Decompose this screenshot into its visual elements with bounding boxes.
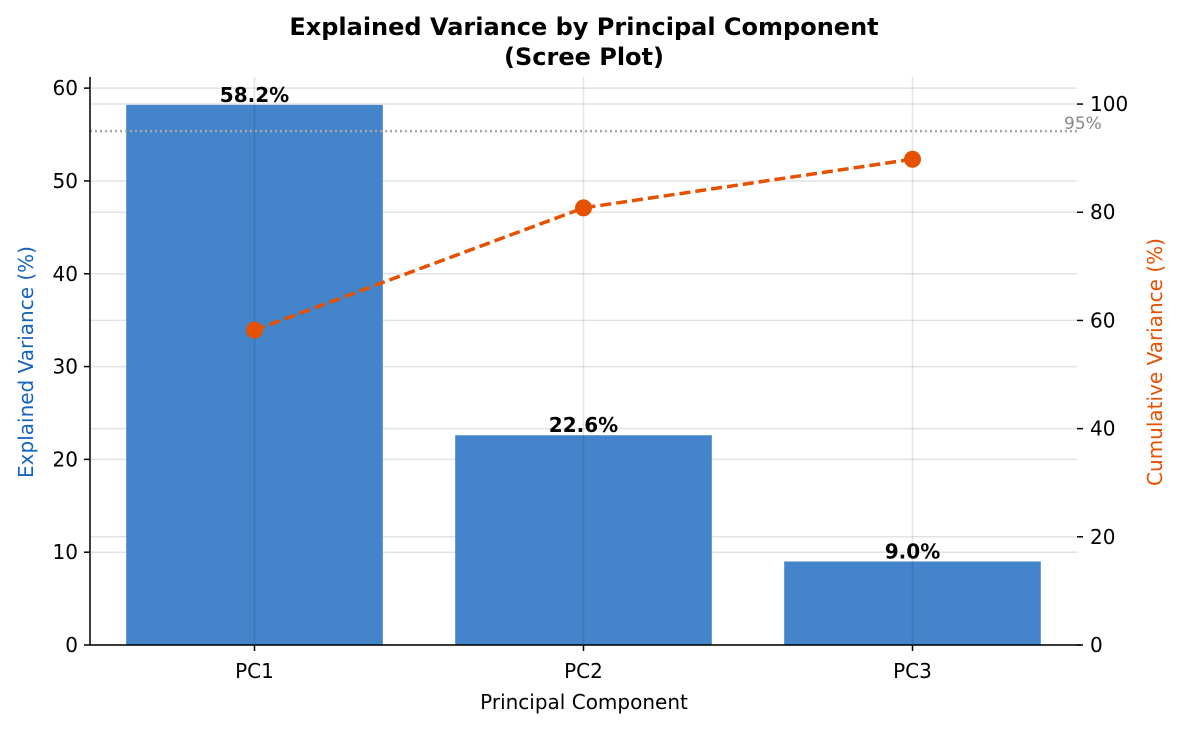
y2-tick-label: 40 xyxy=(1090,417,1115,441)
x-tick-label: PC3 xyxy=(893,659,932,683)
y2-tick-label: 60 xyxy=(1090,308,1115,332)
y-tick-label: 40 xyxy=(53,262,78,286)
y-tick-label: 50 xyxy=(53,169,78,193)
y-tick-label: 20 xyxy=(53,447,78,471)
data-label: 58.2% xyxy=(220,83,289,107)
y-tick-label: 60 xyxy=(53,76,78,100)
cumulative-point xyxy=(575,199,592,217)
y2-tick-label: 20 xyxy=(1090,525,1115,549)
y-tick-label: 30 xyxy=(53,355,78,379)
cumulative-point xyxy=(246,321,263,339)
data-label: 9.0% xyxy=(885,539,940,563)
cumulative-line xyxy=(253,157,913,332)
y2-axis-label: Cumulative Variance (%) xyxy=(1143,238,1167,486)
cumulative-point xyxy=(904,150,921,168)
chart-title: Explained Variance by Principal Componen… xyxy=(289,13,878,41)
bar-pc2 xyxy=(455,435,712,645)
y-tick-label: 0 xyxy=(65,633,78,657)
bar-pc1 xyxy=(126,104,383,645)
data-label: 22.6% xyxy=(549,413,618,437)
y-axis-label: Explained Variance (%) xyxy=(14,246,38,478)
y2-tick-label: 0 xyxy=(1090,633,1103,657)
y2-tick-label: 100 xyxy=(1090,92,1128,116)
chart-subtitle: (Scree Plot) xyxy=(504,43,664,71)
x-tick-label: PC1 xyxy=(235,659,274,683)
bar-pc3 xyxy=(784,561,1041,645)
threshold-label: 95% xyxy=(1064,114,1102,134)
x-tick-label: PC2 xyxy=(564,659,603,683)
x-axis-label: Principal Component xyxy=(480,690,688,714)
y-tick-label: 10 xyxy=(53,540,78,564)
y2-tick-label: 80 xyxy=(1090,200,1115,224)
